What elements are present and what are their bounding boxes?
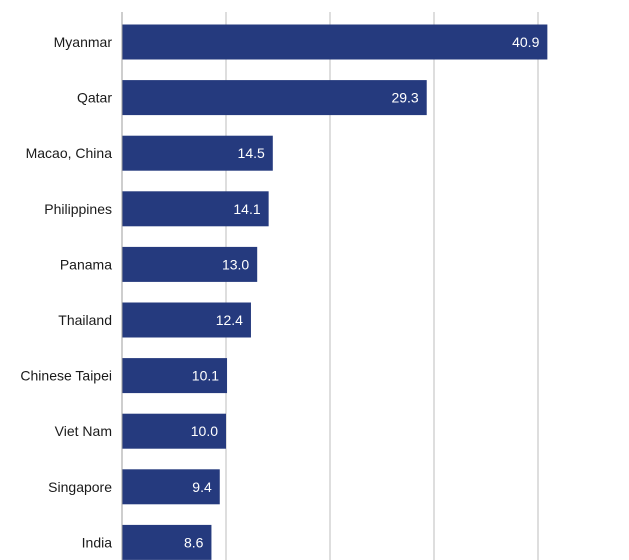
bar-singapore (122, 469, 220, 505)
value-label: 13.0 (222, 256, 249, 272)
category-label: Macao, China (26, 145, 113, 161)
value-label: 14.5 (238, 145, 265, 161)
value-label: 14.1 (233, 201, 260, 217)
bar-philippines (122, 191, 269, 227)
bar-macao-china (122, 135, 273, 171)
category-label: Thailand (58, 312, 112, 328)
value-label: 10.1 (192, 368, 219, 384)
value-label: 8.6 (184, 534, 204, 550)
bar-india (122, 524, 212, 560)
bar-qatar (122, 80, 427, 116)
bars (122, 24, 548, 560)
bar-thailand (122, 302, 251, 338)
bar-viet-nam (122, 413, 226, 449)
value-label: 40.9 (512, 34, 539, 50)
category-label: India (82, 534, 113, 550)
value-label: 9.4 (192, 479, 212, 495)
category-label: Qatar (77, 90, 112, 106)
bar-panama (122, 246, 258, 282)
category-labels: Myanmar Qatar Macao, China Philippines Panam… (20, 34, 112, 550)
category-label: Philippines (44, 201, 112, 217)
bar-chinese-taipei (122, 358, 228, 394)
value-label: 29.3 (391, 90, 418, 106)
category-label: Panama (60, 256, 112, 272)
bar-myanmar (122, 24, 548, 60)
value-label: 12.4 (216, 312, 243, 328)
value-labels: 40.9 29.3 14.5 14.1 13.0 12.4 10.1 10.0 9.4 8.6 (184, 34, 540, 550)
value-label: 10.0 (191, 423, 218, 439)
category-label: Myanmar (54, 34, 113, 50)
category-label: Singapore (48, 479, 112, 495)
category-label: Viet Nam (55, 423, 112, 439)
category-label: Chinese Taipei (20, 368, 112, 384)
